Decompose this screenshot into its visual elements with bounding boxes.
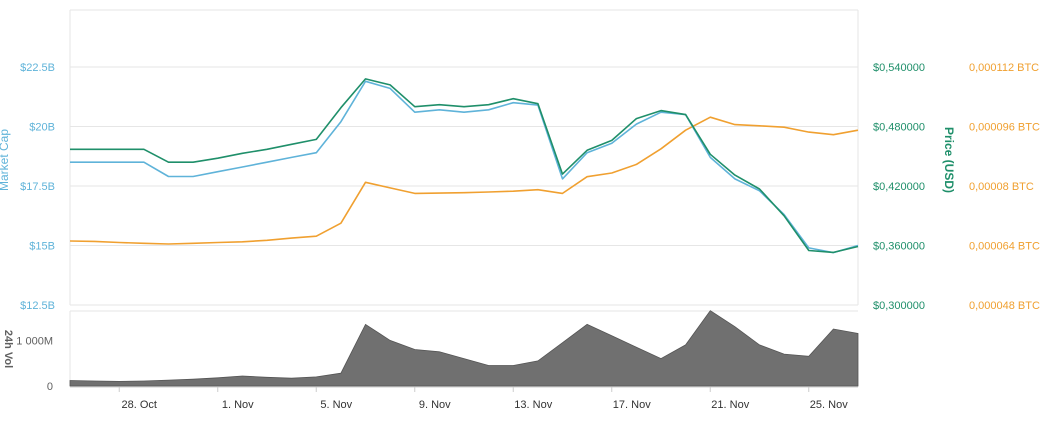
tick-label-price-btc-0-000112-btc: 0,000112 BTC [969, 62, 1039, 74]
tick-label-price-usd-0-300000: $0,300000 [873, 300, 925, 312]
tick-label-price-btc-0-000064-btc: 0,000064 BTC [969, 241, 1040, 253]
tick-label-market-cap-22-5b: $22.5B [20, 62, 55, 74]
x-tick-label-25-nov: 25. Nov [810, 399, 848, 411]
tick-label-price-btc-0-00008-btc: 0,00008 BTC [969, 181, 1034, 193]
grid-layer [69, 9, 859, 388]
tick-label-price-usd-0-420000: $0,420000 [873, 181, 925, 193]
series-line-price-usd [70, 78, 859, 254]
tick-label-price-usd-0-360000: $0,360000 [873, 241, 925, 253]
tick-label-market-cap-15b: $15B [29, 241, 55, 253]
tick-label-market-cap-20b: $20B [29, 122, 55, 134]
tick-label-price-btc-0-000048-btc: 0,000048 BTC [969, 300, 1040, 312]
x-tick-label-28-oct: 28. Oct [122, 399, 157, 411]
axis-label-price-usd: Price (USD) [942, 127, 956, 193]
tick-label-volume-1-000m: 1 000M [16, 335, 53, 347]
x-tick-label-1-nov: 1. Nov [222, 399, 254, 411]
x-tick-label-21-nov: 21. Nov [711, 399, 749, 411]
volume-area [69, 310, 859, 387]
series-layer [69, 78, 859, 387]
x-tick-label-9-nov: 9. Nov [419, 399, 451, 411]
tick-label-market-cap-17-5b: $17.5B [20, 181, 55, 193]
tick-label-price-usd-0-540000: $0,540000 [873, 62, 925, 74]
series-line-price-btc [69, 116, 859, 245]
x-tick-label-17-nov: 17. Nov [613, 399, 651, 411]
x-tick-label-13-nov: 13. Nov [514, 399, 552, 411]
tick-label-market-cap-12-5b: $12.5B [20, 300, 55, 312]
axis-label-market-cap: Market Cap [0, 129, 11, 191]
tick-layer: $22.5B $20B $17.5B $15B $12.5B Market Cap $0,5… [0, 62, 1040, 411]
tick-label-price-btc-0-000096-btc: 0,000096 BTC [969, 122, 1040, 134]
tick-label-volume-0: 0 [47, 381, 53, 393]
axis-label-volume: 24h Vol [2, 330, 14, 368]
x-tick-label-5-nov: 5. Nov [320, 399, 352, 411]
series-line-market-cap [70, 80, 859, 254]
tick-label-price-usd-0-480000: $0,480000 [873, 122, 925, 134]
